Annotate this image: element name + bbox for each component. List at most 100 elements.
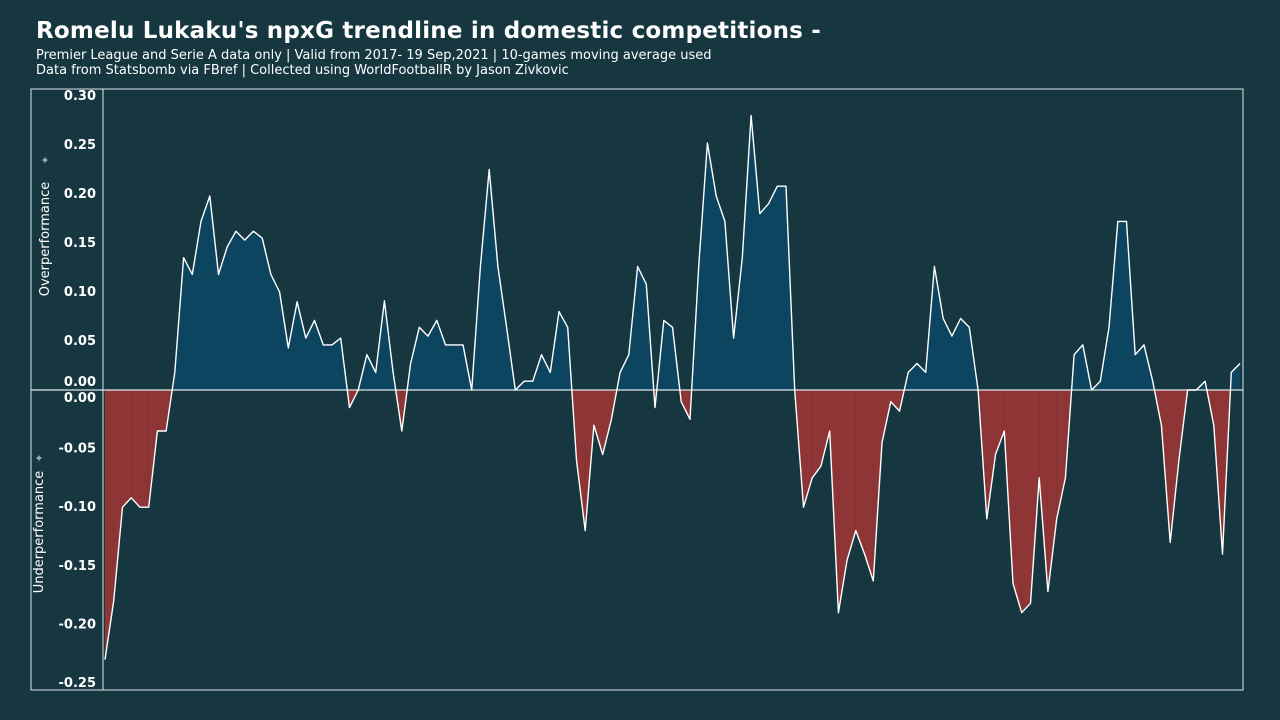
upper-y-tick-label: 0.25	[64, 138, 96, 153]
overperformance-area-segment	[305, 320, 315, 390]
underperformance-area-segment	[576, 390, 586, 531]
overperformance-area-segment	[454, 344, 463, 390]
overperformance-area-segment	[934, 266, 944, 390]
lower-y-tick-label: -0.05	[59, 442, 96, 457]
underperformance-area-segment	[1021, 390, 1031, 613]
overperformance-area-segment	[1117, 221, 1127, 390]
overperformance-area-segment	[559, 311, 568, 390]
lower-y-tick-label: -0.10	[59, 500, 96, 515]
overperformance-area-segment	[1074, 344, 1083, 390]
overperformance-area-segment	[742, 115, 752, 390]
overperformance-area-segment	[777, 186, 786, 390]
npxg-trend-line	[104, 114, 1241, 660]
overperformance-area-segment	[497, 266, 507, 390]
overperformance-area-segment	[445, 344, 455, 390]
overperformance-area-segment	[236, 231, 245, 390]
underperformance-area-segment	[1030, 390, 1040, 604]
overperformance-area-segment	[1231, 363, 1240, 390]
overperformance-area-segment	[323, 344, 332, 390]
overperformance-area-segment	[183, 257, 193, 390]
overperformance-area-segment	[332, 338, 341, 390]
overperformance-area-segment	[410, 327, 420, 390]
overperformance-area-segment	[366, 354, 376, 390]
overperformance-area-segment	[227, 231, 236, 390]
overperformance-area-segment	[917, 363, 926, 390]
overperformance-area-segment	[951, 318, 961, 390]
overperformance-area-segment	[480, 169, 490, 390]
underperformance-pin-icon: ✦	[33, 453, 46, 462]
lower-y-tick-label: -0.25	[59, 676, 96, 691]
overperformance-area-segment	[262, 238, 271, 390]
upper-y-tick-label: 0.15	[64, 236, 96, 251]
overperformance-area-segment	[288, 301, 298, 390]
overperformance-area-segment	[314, 320, 324, 390]
underperformance-area-segment	[105, 390, 114, 660]
underperformance-area-segment	[593, 390, 603, 455]
overperformance-area-segment	[244, 231, 254, 390]
underperformance-area-segment	[139, 390, 149, 508]
upper-y-tick-label: 0.05	[64, 334, 96, 349]
overperformance-area-segment	[724, 221, 734, 390]
upper-y-tick-label: 0.30	[64, 89, 96, 104]
overperformance-area-segment	[1109, 221, 1118, 390]
underperformance-area-segment	[1047, 390, 1057, 592]
chart-subtitle-line-2: Data from Statsbomb via FBref | Collecte…	[36, 63, 569, 78]
upper-y-tick-label: 0.10	[64, 285, 96, 300]
underperformance-area-segment	[838, 390, 848, 613]
underperformance-area-segment	[113, 390, 123, 601]
underperformance-area-segment	[157, 390, 167, 431]
upper-y-axis-ticks: 0.30 0.25 0.20 0.15 0.10 0.05 0.00	[64, 89, 96, 390]
underperformance-area-segment	[820, 390, 830, 467]
underperformance-area-segment	[148, 390, 158, 508]
overperformance-area-segment	[620, 354, 629, 390]
overperformance-area-segment	[541, 354, 551, 390]
overperformance-area-segment	[489, 169, 498, 390]
underperformance-area-segment	[1039, 390, 1048, 592]
overperformance-area-segment	[759, 203, 769, 390]
underperformance-area-segment	[890, 390, 900, 412]
overperformance-area-segment	[751, 115, 760, 390]
overperformance-area-segment	[428, 320, 437, 390]
underperformance-panel	[105, 390, 1231, 660]
overperformance-area-segment	[768, 186, 778, 390]
overperformance-area-segment	[253, 231, 263, 390]
underperformance-area-segment	[864, 390, 874, 581]
underperformance-area-segment	[873, 390, 882, 581]
overperformance-area-segment	[419, 327, 428, 390]
overperformance-area-segment	[297, 301, 306, 390]
upper-y-tick-label: 0.00	[64, 375, 96, 390]
lower-y-axis-ticks: 0.00 -0.05 -0.10 -0.15 -0.20 -0.25	[59, 391, 96, 691]
overperformance-area-segment	[637, 266, 647, 390]
underperformance-label: Underperformance	[32, 471, 47, 594]
underperformance-area-segment	[131, 390, 140, 508]
overperformance-pin-icon: ✦	[39, 155, 52, 164]
underperformance-area-segment	[855, 390, 865, 555]
lower-y-tick-label: -0.20	[59, 617, 96, 632]
overperformance-area-segment	[628, 266, 638, 390]
overperformance-area-segment	[270, 274, 280, 390]
overperformance-area-segment	[279, 292, 289, 390]
overperformance-area-segment	[218, 246, 228, 390]
underperformance-area-segment	[1170, 390, 1179, 543]
chart-subtitle-line-1: Premier League and Serie A data only | V…	[36, 48, 712, 63]
underperformance-area-segment	[995, 390, 1005, 455]
overperformance-area-segment	[663, 320, 673, 390]
overperformance-area-segment	[716, 196, 725, 390]
overperformance-area-segment	[209, 196, 219, 390]
overperformance-area-segment	[524, 381, 533, 390]
overperformance-label: Overperformance	[38, 182, 53, 297]
underperformance-area-segment	[812, 390, 821, 478]
underperformance-area-segment	[602, 390, 612, 455]
overperformance-area-segment	[960, 318, 970, 390]
overperformance-area-segment	[698, 143, 708, 390]
overperformance-area-segment	[1135, 344, 1144, 390]
upper-y-tick-label: 0.20	[64, 187, 96, 202]
overperformance-area-segment	[943, 318, 952, 390]
overperformance-area-segment	[201, 196, 210, 390]
overperformance-area-segment	[733, 257, 743, 390]
overperformance-area-segment	[908, 363, 917, 390]
underperformance-area-segment	[803, 390, 813, 508]
underperformance-area-segment	[585, 390, 594, 531]
overperformance-area-segment	[436, 320, 446, 390]
